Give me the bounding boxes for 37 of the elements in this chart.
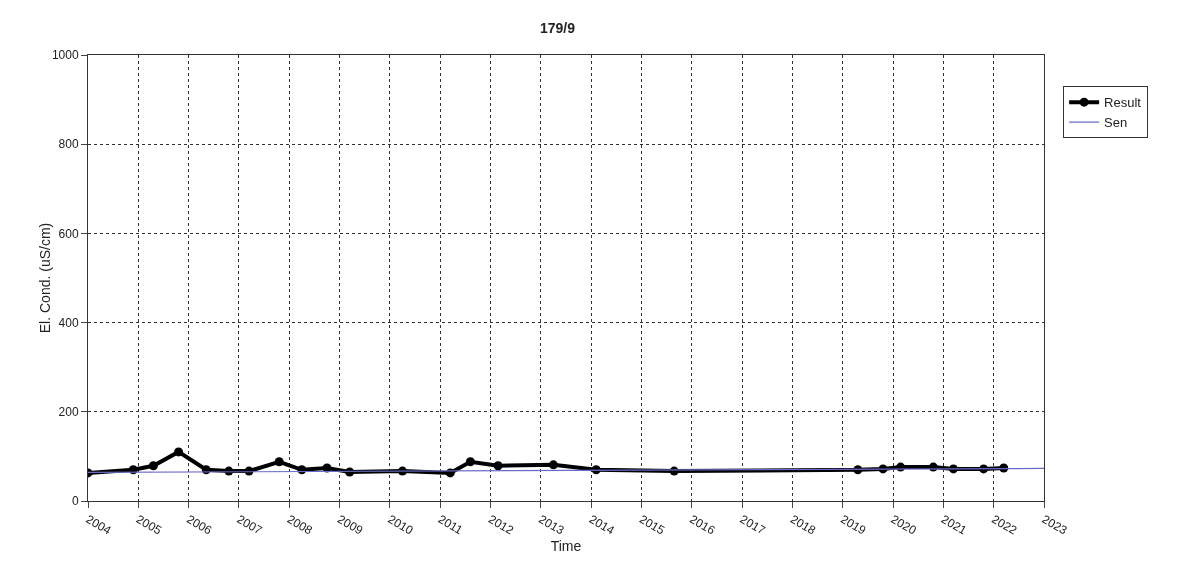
y-tick-label: 1000 [51, 48, 79, 63]
x-tick-label: 2010 [385, 512, 416, 538]
x-tick-label: 2016 [687, 512, 718, 538]
x-tick-label: 2006 [184, 512, 215, 538]
point [493, 461, 503, 471]
y-tick-label: 600 [58, 226, 79, 241]
x-tick-label: 2005 [133, 512, 165, 538]
x-tick-label: 2022 [989, 512, 1020, 538]
x-tick-label: 2004 [83, 512, 114, 538]
point [274, 457, 284, 467]
x-tick-label: 2008 [284, 512, 316, 538]
x-tick-label: 2013 [536, 512, 567, 538]
point [174, 447, 184, 457]
x-tick-label: 2023 [1039, 512, 1070, 538]
point [148, 461, 158, 471]
point [548, 460, 558, 470]
point [465, 457, 475, 467]
x-tick-label: 2011 [435, 512, 466, 538]
x-tick-label: 2009 [335, 512, 366, 538]
chart-title: 179/9 [539, 19, 576, 36]
x-axis-title: Time [550, 538, 582, 555]
x-tick-label: 2015 [636, 512, 668, 538]
x-tick-label: 2012 [486, 512, 517, 538]
x-tick-label: 2007 [234, 512, 265, 538]
y-axis-title: El. Cond. (uS/cm) [37, 222, 53, 334]
y-tick-label: 400 [58, 315, 79, 330]
x-tick-label: 2018 [787, 512, 819, 538]
legend-label: Sen [1104, 115, 1128, 131]
x-tick-label: 2021 [938, 512, 970, 538]
x-tick-label: 2019 [838, 512, 869, 538]
y-tick-label: 800 [58, 137, 79, 152]
y-tick-label: 0 [71, 494, 79, 509]
x-tick-label: 2020 [888, 512, 919, 538]
x-tick-label: 2014 [586, 512, 618, 538]
y-tick-label: 200 [58, 405, 79, 419]
legend-label: Result [1104, 95, 1142, 111]
x-tick-label: 2017 [737, 512, 769, 538]
